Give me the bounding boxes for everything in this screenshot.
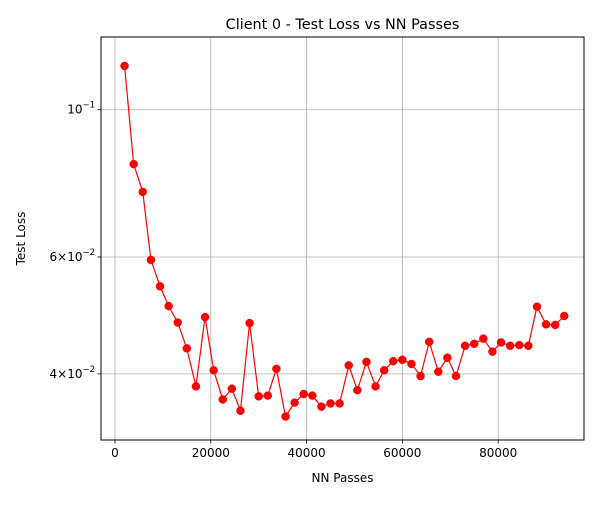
data-point	[434, 367, 443, 376]
data-point	[407, 359, 416, 369]
data-point	[191, 382, 201, 391]
data-point	[182, 344, 192, 353]
data-point	[550, 320, 560, 330]
data-point	[389, 356, 398, 366]
y-tick-exponent: −2	[82, 365, 95, 375]
data-point	[469, 339, 479, 349]
data-point	[371, 382, 380, 391]
data-point	[344, 361, 353, 370]
data-point	[173, 318, 182, 327]
data-point	[272, 364, 281, 374]
data-point	[541, 320, 551, 329]
data-point	[317, 402, 326, 411]
data-point	[227, 384, 237, 393]
data-point	[443, 353, 452, 363]
grid	[101, 37, 584, 440]
data-point	[479, 334, 488, 343]
data-point	[362, 357, 371, 367]
data-point	[505, 341, 515, 350]
data-point	[398, 355, 407, 365]
data-point	[254, 392, 263, 401]
data-point	[263, 391, 273, 400]
x-tick-label: 60000	[383, 446, 421, 460]
y-tick-mantissa: 10	[67, 103, 82, 117]
data-point	[335, 399, 344, 408]
data-point	[290, 398, 299, 407]
data-point	[488, 347, 497, 356]
data-point	[451, 371, 461, 381]
data-point	[218, 395, 228, 404]
data-point	[308, 391, 317, 400]
data-point	[524, 341, 533, 350]
data-point	[146, 255, 156, 265]
y-tick-mantissa: 4	[50, 367, 58, 381]
y-tick-exponent: −1	[82, 101, 95, 111]
data-series	[120, 61, 569, 421]
data-point	[120, 61, 129, 71]
data-point	[129, 159, 138, 169]
data-point	[326, 399, 335, 408]
data-point	[560, 311, 569, 321]
y-tick-label: 10−1	[67, 101, 95, 117]
data-point	[496, 338, 506, 347]
x-tick-label: 40000	[287, 446, 325, 460]
data-point	[200, 312, 210, 322]
data-point	[424, 337, 434, 347]
data-point	[416, 371, 425, 381]
data-point	[155, 282, 165, 291]
x-axis-label: NN Passes	[312, 471, 374, 485]
plot-frame	[100, 36, 585, 441]
chart-title: Client 0 - Test Loss vs NN Passes	[226, 17, 460, 33]
y-tick-mantissa: 6	[50, 250, 58, 264]
plot-area	[101, 37, 584, 440]
data-point	[236, 406, 245, 415]
data-point	[532, 302, 542, 311]
y-tick-label: 4×10−2	[50, 365, 96, 381]
data-point	[353, 385, 362, 395]
x-tick-label: 20000	[192, 446, 230, 460]
y-tick-label: 6×10−2	[50, 248, 96, 264]
data-point	[514, 340, 524, 350]
data-point	[138, 187, 148, 197]
y-tick-times-ten: ×10	[57, 250, 82, 264]
data-point	[209, 366, 218, 375]
y-axis-label: Test Loss	[14, 212, 28, 267]
data-point	[460, 341, 470, 350]
data-point	[379, 366, 389, 375]
data-point	[299, 389, 308, 399]
y-tick-exponent: −2	[82, 248, 95, 258]
x-tick-label: 0	[111, 446, 119, 460]
data-point	[245, 318, 254, 328]
x-tick-label: 80000	[479, 446, 517, 460]
data-point	[164, 301, 173, 311]
y-tick-times-ten: ×10	[57, 367, 82, 381]
data-point	[281, 412, 290, 421]
